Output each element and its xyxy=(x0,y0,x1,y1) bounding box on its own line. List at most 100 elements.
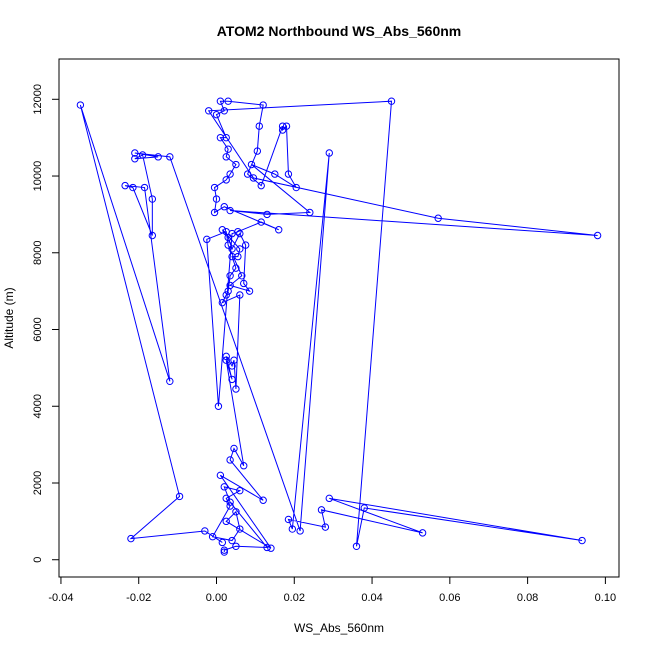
data-point xyxy=(259,101,267,109)
data-point xyxy=(360,504,368,512)
data-point xyxy=(228,252,236,261)
data-point xyxy=(306,208,314,217)
data-point xyxy=(166,377,174,386)
data-point xyxy=(387,97,396,105)
data-point xyxy=(76,101,85,109)
data-point xyxy=(222,153,230,161)
data-point xyxy=(267,544,275,552)
data-point xyxy=(154,153,162,161)
data-point xyxy=(224,241,232,249)
data-point xyxy=(282,122,291,130)
data-point xyxy=(593,231,602,240)
data-point xyxy=(175,492,184,501)
data-point xyxy=(212,110,221,119)
data-point xyxy=(210,183,219,192)
data-point xyxy=(222,517,230,526)
data-point xyxy=(243,170,252,178)
data-point xyxy=(226,456,234,464)
y-axis-label: Altitude (m) xyxy=(2,287,16,348)
data-point xyxy=(241,241,250,249)
x-tick-label: 0.10 xyxy=(595,592,616,604)
data-point xyxy=(249,174,258,182)
data-point xyxy=(321,523,330,531)
data-point xyxy=(218,538,227,547)
data-point xyxy=(216,471,225,480)
data-point xyxy=(434,214,442,222)
y-tick-label: 12000 xyxy=(32,84,44,115)
y-tick-label: 0 xyxy=(32,557,44,563)
data-point xyxy=(220,107,228,115)
data-point xyxy=(121,181,129,190)
data-point xyxy=(232,385,240,393)
data-point xyxy=(578,536,586,545)
data-point xyxy=(284,170,293,178)
data-point xyxy=(226,498,234,506)
x-tick-label: 0.04 xyxy=(361,592,382,604)
series-line xyxy=(79,100,598,553)
x-tick-label: 0.02 xyxy=(284,592,305,604)
data-point xyxy=(263,210,271,219)
data-point xyxy=(236,525,244,533)
data-point xyxy=(255,122,263,130)
x-tick-label: 0.08 xyxy=(517,592,538,604)
data-point xyxy=(216,133,225,142)
data-point xyxy=(203,235,211,244)
data-point xyxy=(236,229,244,238)
data-point xyxy=(220,483,228,491)
data-point xyxy=(288,525,297,533)
data-point xyxy=(232,160,240,169)
data-point xyxy=(230,356,238,364)
data-point xyxy=(230,444,238,453)
data-point xyxy=(220,548,228,556)
data-point xyxy=(222,291,230,299)
data-point xyxy=(226,281,234,290)
data-point xyxy=(129,183,137,192)
y-tick-label: 6000 xyxy=(32,317,44,341)
y-tick-label: 2000 xyxy=(32,471,44,495)
data-point xyxy=(418,529,427,537)
data-point xyxy=(222,176,230,184)
data-point xyxy=(140,183,149,192)
data-point xyxy=(201,527,209,535)
y-tick-label: 10000 xyxy=(32,161,44,192)
data-point xyxy=(236,486,244,495)
data-point xyxy=(220,546,228,554)
data-point xyxy=(325,494,333,503)
data-point xyxy=(228,245,236,253)
data-point xyxy=(232,508,240,516)
data-point xyxy=(257,218,265,226)
data-point xyxy=(131,155,139,163)
data-point xyxy=(166,153,174,161)
data-point xyxy=(240,279,248,288)
data-point xyxy=(127,534,135,543)
data-point xyxy=(278,126,287,134)
y-tick-label: 8000 xyxy=(32,241,44,265)
data-point xyxy=(218,226,227,234)
data-point xyxy=(325,149,333,157)
data-point xyxy=(234,252,242,261)
data-point xyxy=(222,356,230,364)
data-point xyxy=(222,133,230,142)
data-point xyxy=(284,515,293,524)
data-point xyxy=(253,147,262,155)
data-point xyxy=(138,151,147,159)
data-point xyxy=(240,462,248,470)
data-point xyxy=(226,272,234,280)
data-point xyxy=(228,536,236,545)
data-point xyxy=(352,542,361,550)
data-point xyxy=(292,183,300,192)
data-point xyxy=(236,245,244,253)
data-point xyxy=(220,203,228,211)
data-point xyxy=(214,402,223,410)
data-point xyxy=(148,231,157,240)
data-point xyxy=(232,264,240,272)
data-point xyxy=(210,208,219,217)
data-point xyxy=(218,298,227,307)
data-point xyxy=(226,170,234,178)
data-point xyxy=(222,494,230,503)
data-point xyxy=(205,107,213,115)
x-tick-label: -0.04 xyxy=(48,592,73,604)
y-axis: 0 2000 4000 6000 8000 10000 12000 xyxy=(32,84,60,563)
data-point xyxy=(212,195,221,203)
